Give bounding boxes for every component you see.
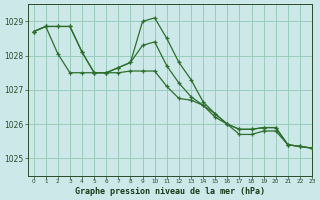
X-axis label: Graphe pression niveau de la mer (hPa): Graphe pression niveau de la mer (hPa) bbox=[75, 187, 265, 196]
